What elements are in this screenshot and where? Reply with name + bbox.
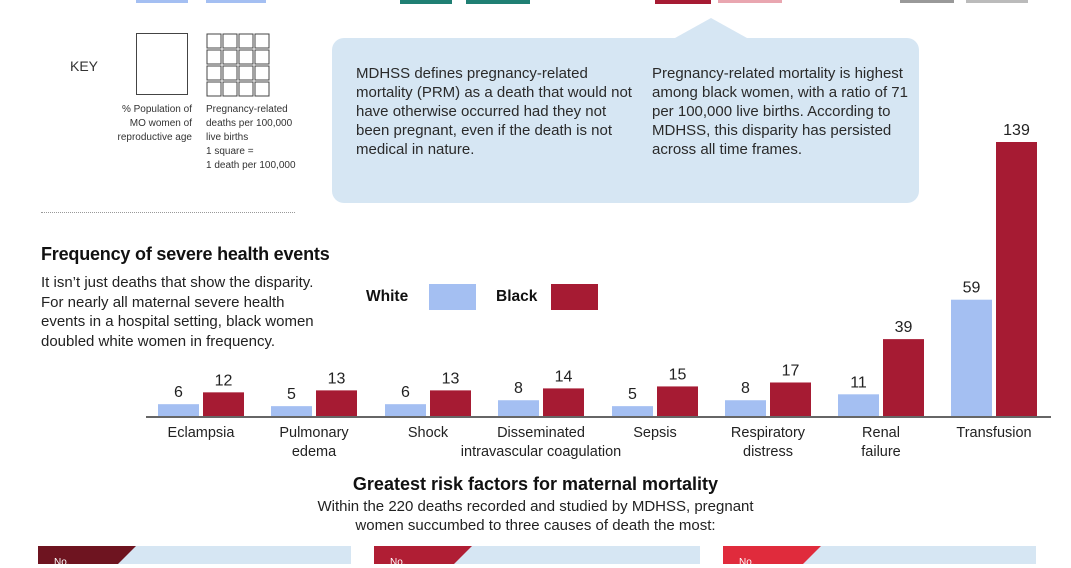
legend-label-black: Black (496, 288, 538, 305)
key-prm-line: 1 square = (206, 146, 254, 157)
data-label-black: 14 (555, 368, 573, 385)
data-label-black: 139 (1003, 122, 1030, 139)
category-label: Transfusion (956, 425, 1031, 441)
bar-white (725, 400, 766, 416)
bar-black (657, 386, 698, 416)
risk-rank-tab (723, 546, 821, 564)
data-label-black: 17 (782, 362, 800, 379)
risk-factor-card-1: No. (38, 546, 351, 568)
category-label: Disseminated (497, 425, 585, 441)
risk-card-header (374, 546, 700, 564)
bar-white (838, 394, 879, 416)
category-label: edema (292, 444, 337, 460)
bar-black (883, 339, 924, 416)
risk-rank-label: No. (54, 557, 70, 568)
key-square (238, 33, 254, 49)
bar-black (543, 388, 584, 416)
key-square (206, 65, 222, 81)
key-square (254, 33, 270, 49)
bar-white (951, 299, 992, 416)
data-label-white: 59 (963, 280, 981, 297)
bar-white (498, 400, 539, 416)
key-square (238, 65, 254, 81)
category-label: intravascular coagulation (461, 444, 621, 460)
key-square (254, 81, 270, 97)
legend-swatch-white (429, 284, 476, 310)
legend-swatch-black (551, 284, 598, 310)
key-square (222, 33, 238, 49)
definition-callout (332, 38, 919, 203)
risk-rank-tab (374, 546, 472, 564)
key-label: KEY (70, 58, 99, 74)
risk-factor-card-3: No. (723, 546, 1036, 568)
risk-rank-label: No. (390, 557, 406, 568)
category-label: Pulmonary (279, 425, 349, 441)
key-square (254, 49, 270, 65)
data-label-white: 5 (628, 386, 637, 403)
data-label-white: 5 (287, 386, 296, 403)
risk-rank-label: No. (739, 557, 755, 568)
key-square (206, 81, 222, 97)
data-label-black: 13 (328, 370, 346, 387)
data-label-black: 13 (442, 370, 460, 387)
risk-factors-subtitle: Within the 220 deaths recorded and studi… (317, 498, 754, 534)
risk-factors-title: Greatest risk factors for maternal morta… (352, 474, 719, 494)
key-square (222, 81, 238, 97)
key-square (206, 33, 222, 49)
key-square (254, 65, 270, 81)
key-square-grid (206, 33, 270, 97)
frequency-description: It isn’t just deaths that show the dispa… (41, 274, 314, 350)
key-prm-line: live births (206, 132, 249, 143)
category-label: distress (743, 444, 793, 460)
key-prm-line: 1 death per 100,000 (206, 160, 296, 171)
key-population-box (136, 33, 188, 95)
bar-black (203, 392, 244, 416)
category-label: Shock (408, 425, 449, 441)
risk-card-header (38, 546, 351, 564)
callout-disparity-note: Pregnancy-related mortality is highest a… (652, 65, 908, 158)
key-square (222, 65, 238, 81)
frequency-title: Frequency of severe health events (41, 244, 330, 264)
key-prm-line: Pregnancy-related deaths per 100,000 (206, 104, 293, 129)
key-prm-caption: Pregnancy-related deaths per 100,000 liv… (206, 103, 316, 173)
data-label-white: 8 (514, 380, 523, 397)
data-label-white: 11 (850, 374, 867, 391)
category-label: Sepsis (633, 425, 677, 441)
risk-factor-card-2: No. (374, 546, 700, 568)
bar-black (770, 382, 811, 416)
key-population-caption: % Population of MO women of reproductive… (117, 104, 193, 143)
top-strip-decoration (136, 0, 1028, 4)
category-label: Respiratory (731, 425, 806, 441)
data-label-white: 8 (741, 380, 750, 397)
bar-white (271, 406, 312, 416)
legend-label-white: White (366, 288, 409, 305)
bar-white (158, 404, 199, 416)
callout-pointer (675, 18, 747, 38)
bar-white (612, 406, 653, 416)
bar-black (996, 142, 1037, 416)
data-label-white: 6 (401, 384, 410, 401)
key-square (238, 81, 254, 97)
risk-card-header (723, 546, 1036, 564)
data-label-black: 12 (215, 372, 233, 389)
data-label-black: 15 (669, 366, 687, 383)
callout-prm-definition: MDHSS defines pregnancy-related mortalit… (356, 65, 632, 158)
bar-white (385, 404, 426, 416)
data-label-white: 6 (174, 384, 183, 401)
bar-black (430, 390, 471, 416)
category-label: failure (861, 444, 901, 460)
key-divider (41, 212, 295, 213)
category-label: Eclampsia (168, 425, 236, 441)
key-square (206, 49, 222, 65)
key-square (238, 49, 254, 65)
risk-rank-tab (38, 546, 136, 564)
category-label: Renal (862, 425, 900, 441)
key-square (222, 49, 238, 65)
data-label-black: 39 (895, 319, 913, 336)
bar-black (316, 390, 357, 416)
